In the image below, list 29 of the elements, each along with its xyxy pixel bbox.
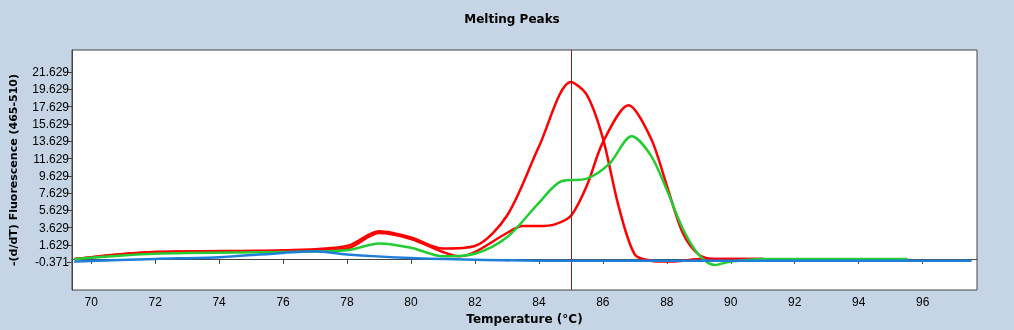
x-tick-label: 92 [788, 295, 802, 309]
x-tick-label: 94 [852, 295, 866, 309]
y-tick-label: 11.629 [33, 151, 70, 166]
y-axis-title: -(d/dT) Fluorescence (465-510) [7, 74, 20, 266]
x-tick-label: 84 [532, 295, 546, 309]
y-tick-label: 1.629 [38, 237, 70, 252]
x-tick-label: 90 [724, 295, 738, 309]
x-tick-label: 78 [340, 295, 355, 309]
x-tick-label: 74 [212, 295, 227, 309]
y-tick-label: 9.629 [38, 168, 70, 183]
x-tick-label: 70 [84, 295, 99, 309]
y-tick-label: 3.629 [38, 220, 70, 235]
x-tick-label: 80 [404, 295, 418, 309]
y-tick-label: 13.629 [32, 134, 70, 149]
y-tick-label: 17.629 [32, 99, 70, 114]
x-tick-label: 88 [660, 295, 674, 309]
x-tick-label: 76 [276, 295, 291, 309]
y-tick-label: 19.629 [32, 82, 70, 97]
x-tick-label: 72 [148, 295, 163, 309]
chart-title: Melting Peaks [464, 12, 560, 26]
y-tick-label: -0.371 [34, 255, 70, 270]
y-tick-label: 5.629 [38, 203, 70, 218]
y-tick-label: 15.629 [32, 116, 70, 131]
x-tick-label: 82 [468, 295, 482, 309]
y-tick-label: 21.629 [32, 65, 70, 80]
x-tick-label: 96 [915, 295, 930, 309]
x-tick-label: 86 [596, 295, 610, 309]
x-axis-title: Temperature (°C) [466, 311, 583, 326]
y-tick-label: 7.629 [38, 186, 70, 201]
